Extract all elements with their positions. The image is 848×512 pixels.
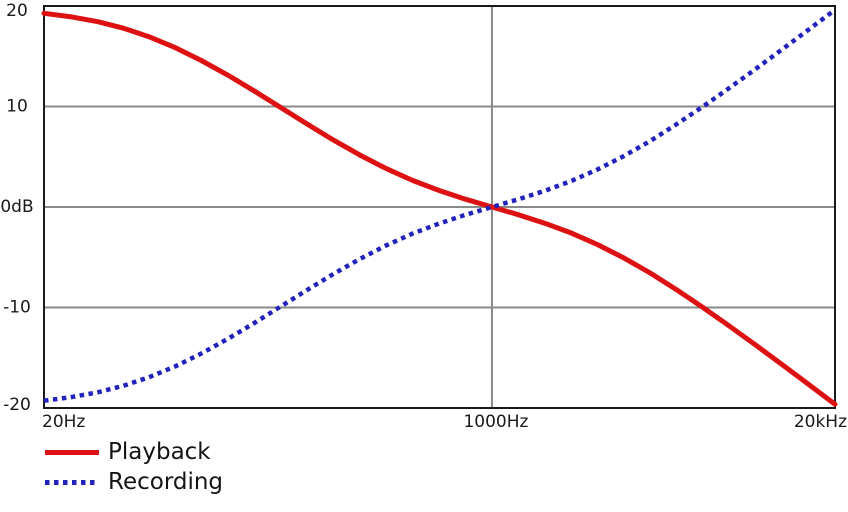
recording-line-sample [45,479,99,485]
legend-label-recording: Recording [108,469,224,495]
recording-curve [43,8,837,403]
legend-item-playback: Playback [45,437,223,467]
x-tick-label: 20kHz [794,412,847,432]
playback-line-sample [45,449,99,455]
plot-border [43,5,836,409]
playback-curve [41,10,838,407]
legend-label-playback: Playback [108,439,211,465]
y-tick-label: -10 [3,298,31,318]
y-tick-label: 0dB [0,197,33,217]
x-tick-label: 1000Hz [463,412,528,432]
y-tick-label: 20 [6,1,28,21]
y-tick-label: -20 [3,395,31,415]
legend-item-recording: Recording [45,467,223,497]
y-tick-label: 10 [6,97,28,117]
x-tick-label: 20Hz [42,412,85,432]
legend: Playback Recording [45,437,223,497]
